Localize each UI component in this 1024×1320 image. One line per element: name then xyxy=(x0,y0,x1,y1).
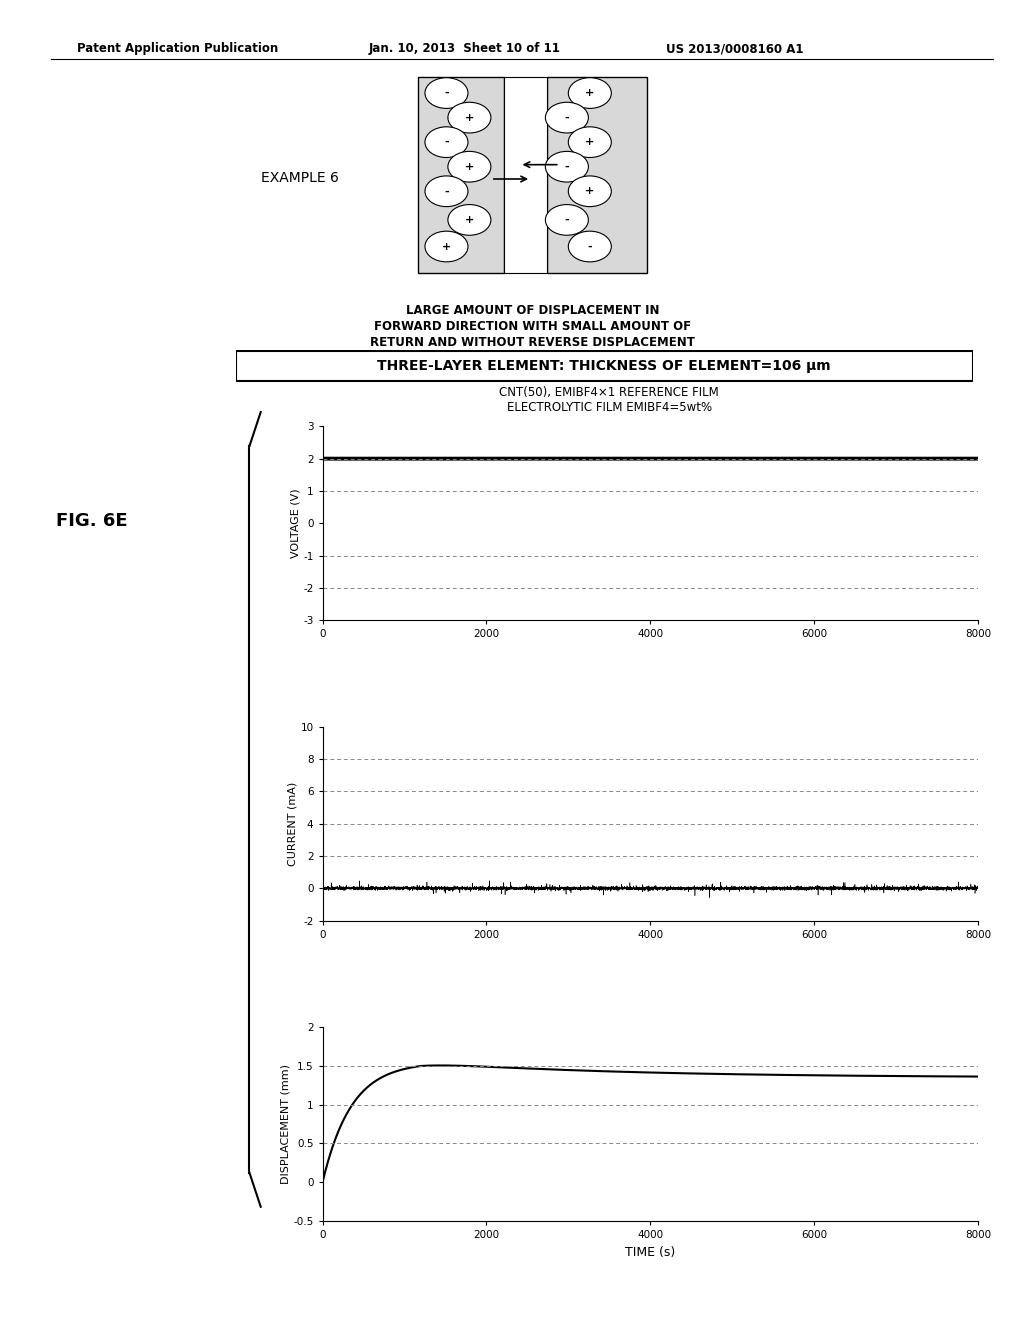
Circle shape xyxy=(546,152,589,182)
Text: -: - xyxy=(444,88,449,98)
Text: -: - xyxy=(444,137,449,147)
Circle shape xyxy=(546,205,589,235)
Text: +: + xyxy=(465,162,474,172)
Text: -: - xyxy=(588,242,592,252)
Text: -: - xyxy=(564,112,569,123)
Bar xyxy=(547,77,647,273)
Bar xyxy=(418,77,504,273)
Text: -: - xyxy=(564,162,569,172)
Circle shape xyxy=(447,152,490,182)
Text: LARGE AMOUNT OF DISPLACEMENT IN: LARGE AMOUNT OF DISPLACEMENT IN xyxy=(406,304,659,317)
Circle shape xyxy=(425,231,468,261)
X-axis label: TIME (s): TIME (s) xyxy=(625,1246,676,1258)
Text: +: + xyxy=(465,112,474,123)
Bar xyxy=(504,77,547,273)
Text: RETURN AND WITHOUT REVERSE DISPLACEMENT: RETURN AND WITHOUT REVERSE DISPLACEMENT xyxy=(370,335,695,348)
Circle shape xyxy=(546,102,589,133)
Circle shape xyxy=(425,78,468,108)
Circle shape xyxy=(568,231,611,261)
Y-axis label: CURRENT (mA): CURRENT (mA) xyxy=(288,781,298,866)
Y-axis label: DISPLACEMENT (mm): DISPLACEMENT (mm) xyxy=(281,1064,291,1184)
Text: +: + xyxy=(585,137,595,147)
Text: Jan. 10, 2013  Sheet 10 of 11: Jan. 10, 2013 Sheet 10 of 11 xyxy=(369,42,560,55)
Text: US 2013/0008160 A1: US 2013/0008160 A1 xyxy=(666,42,803,55)
Text: FIG. 6E: FIG. 6E xyxy=(56,512,128,531)
Circle shape xyxy=(568,176,611,207)
Circle shape xyxy=(425,127,468,157)
Text: FORWARD DIRECTION WITH SMALL AMOUNT OF: FORWARD DIRECTION WITH SMALL AMOUNT OF xyxy=(374,319,691,333)
Text: Patent Application Publication: Patent Application Publication xyxy=(77,42,279,55)
Y-axis label: VOLTAGE (V): VOLTAGE (V) xyxy=(291,488,300,558)
Text: CNT(50), EMIBF4×1 REFERENCE FILM: CNT(50), EMIBF4×1 REFERENCE FILM xyxy=(500,385,719,399)
Text: -: - xyxy=(444,186,449,197)
Circle shape xyxy=(425,176,468,207)
Circle shape xyxy=(568,78,611,108)
Text: +: + xyxy=(585,88,595,98)
Text: ELECTROLYTIC FILM EMIBF4=5wt%: ELECTROLYTIC FILM EMIBF4=5wt% xyxy=(507,400,712,413)
Text: +: + xyxy=(585,186,595,197)
Circle shape xyxy=(568,127,611,157)
Circle shape xyxy=(447,102,490,133)
Text: -: - xyxy=(564,215,569,224)
Circle shape xyxy=(447,205,490,235)
Text: +: + xyxy=(465,215,474,224)
Text: +: + xyxy=(441,242,452,252)
Text: EXAMPLE 6: EXAMPLE 6 xyxy=(261,172,339,185)
Text: THREE-LAYER ELEMENT: THICKNESS OF ELEMENT=106 μm: THREE-LAYER ELEMENT: THICKNESS OF ELEMEN… xyxy=(378,359,830,374)
